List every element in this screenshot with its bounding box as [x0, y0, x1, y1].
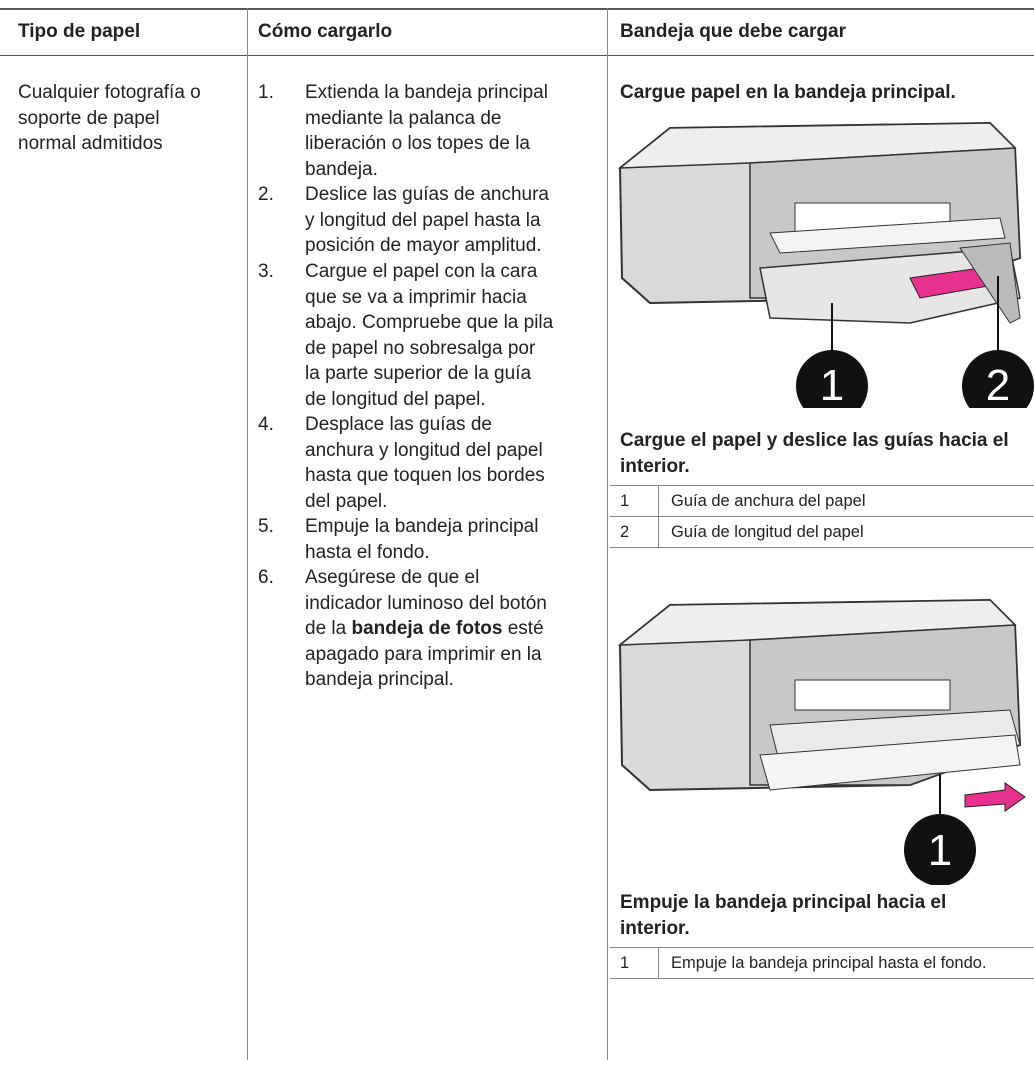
step-text: Desplace las guías de anchura y longitud… — [305, 412, 555, 514]
callout: 1 — [928, 826, 952, 875]
step-text-part: Asegúrese de que el indicador luminoso d… — [305, 567, 553, 639]
col-header: Cómo cargarlo — [258, 21, 393, 42]
legend-text: Guía de anchura del papel — [658, 486, 1001, 516]
legend-text: Empuje la bandeja principal hasta el fon… — [658, 948, 1001, 978]
step-text-part: Empuje la bandeja principal hasta el fon… — [305, 516, 544, 563]
figure-caption: Cargue el papel y deslice las guías haci… — [620, 430, 1009, 477]
tray-heading: Cargue papel en la bandeja principal. — [620, 82, 956, 103]
step-text: Deslice las guías de anchura y longitud … — [305, 182, 555, 259]
legend-table: 1 Guía de anchura del papel 2 Guía de longi… — [610, 485, 1034, 548]
step-text: Empuje la bandeja principal hasta el fon… — [305, 514, 555, 565]
legend-row: 1 Guía de anchura del papel — [610, 486, 1034, 517]
step-number: 5. — [258, 516, 274, 537]
step-text: Extienda la bandeja principal mediante l… — [305, 80, 555, 182]
step-text-part: esté apagado para imprimir en la bandeja… — [305, 618, 549, 690]
step-number: 4. — [258, 414, 274, 435]
col-divider — [607, 8, 608, 1060]
step-number: 2. — [258, 184, 274, 205]
col-header: Bandeja que debe cargar — [620, 21, 846, 42]
printer-drawing: 1 — [617, 598, 1026, 885]
col-divider — [247, 8, 248, 1060]
printer-figure: 1 2 — [617, 121, 1034, 408]
printer-drawing: 1 2 — [617, 121, 1034, 408]
callout: 2 — [986, 361, 1010, 408]
legend-number: 2 — [620, 523, 630, 541]
col-header: Tipo de papel — [18, 21, 141, 42]
header-rule — [0, 55, 1034, 56]
step-number: 3. — [258, 261, 274, 282]
legend-number: 1 — [620, 492, 630, 510]
step-text: Cargue el papel con la cara que se va a … — [305, 259, 555, 412]
legend-row: 2 Guía de longitud del papel — [610, 517, 1034, 548]
step-text-part: bandeja de fotos — [351, 618, 503, 639]
step-text: Asegúrese de que el indicador luminoso d… — [305, 565, 555, 693]
paper-type: Cualquier fotografía o soporte de papel … — [18, 82, 201, 154]
figure-caption: Empuje la bandeja principal hacia el int… — [620, 892, 947, 939]
step-text-part: Desplace las guías de anchura y longitud… — [305, 414, 551, 512]
step-number: 1. — [258, 82, 274, 103]
legend-number: 1 — [620, 954, 630, 972]
step-text-part: Extienda la bandeja principal mediante l… — [305, 82, 554, 180]
step-text-part: Deslice las guías de anchura y longitud … — [305, 184, 555, 256]
step-number: 6. — [258, 567, 274, 588]
step-text-part: Cargue el papel con la cara que se va a … — [305, 261, 559, 410]
legend-text: Guía de longitud del papel — [658, 517, 1001, 547]
top-rule — [0, 8, 1034, 10]
callout: 1 — [820, 361, 844, 408]
legend-row: 1 Empuje la bandeja principal hasta el fo… — [610, 948, 1034, 979]
printer-figure: 1 — [617, 598, 1026, 885]
legend-table: 1 Empuje la bandeja principal hasta el fo… — [610, 947, 1034, 979]
